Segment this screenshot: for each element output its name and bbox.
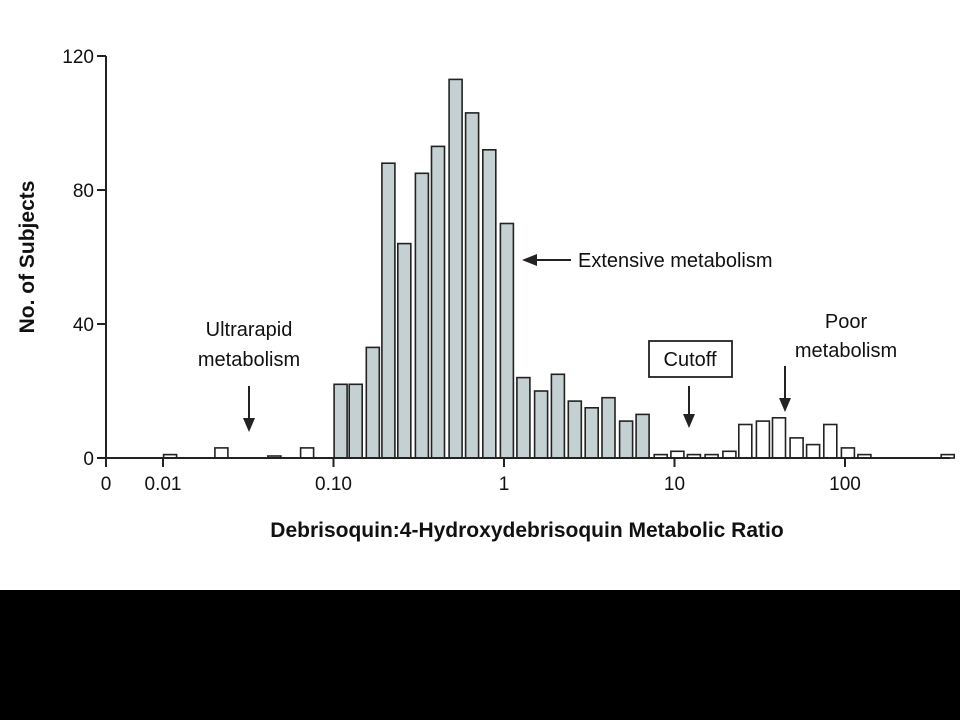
- histogram-bar: [365, 346, 381, 459]
- poor-arrow: [779, 366, 791, 412]
- x-axis-title: Debrisoquin:4-Hydroxydebrisoquin Metabol…: [270, 519, 783, 542]
- histogram-bar: [214, 447, 229, 459]
- x-tick-label: 10: [664, 474, 685, 495]
- histogram-bar: [381, 162, 396, 459]
- histogram-bar: [430, 145, 446, 459]
- cutoff-box: [648, 340, 733, 378]
- black-background-band: [0, 590, 960, 720]
- histogram-bar: [789, 437, 804, 459]
- poor-label-line1: Poor: [825, 311, 868, 333]
- histogram-bar: [670, 450, 685, 459]
- y-ticks-group: 0 40 80 120: [62, 47, 106, 470]
- histogram-bar: [499, 222, 515, 459]
- histogram-bar: [396, 242, 412, 459]
- histogram-bar: [533, 390, 549, 459]
- histogram-bar: [737, 423, 753, 459]
- extensive-label: Extensive metabolism: [578, 250, 773, 272]
- histogram-bar: [448, 78, 463, 459]
- histogram-bar: [601, 396, 616, 459]
- ultrarapid-label-line1: Ultrarapid: [206, 319, 293, 341]
- histogram-bar: [348, 383, 364, 459]
- y-axis-title: No. of Subjects: [16, 181, 39, 334]
- ultrarapid-arrow: [243, 386, 255, 432]
- histogram-bar: [635, 413, 650, 459]
- poor-label-line2: metabolism: [795, 340, 897, 362]
- histogram-bar: [755, 420, 771, 459]
- axes-group: [97, 56, 950, 459]
- histogram-bar: [618, 420, 634, 459]
- cutoff-label: Cutoff: [664, 349, 717, 371]
- histogram-bar: [805, 443, 821, 459]
- y-tick-label: 40: [73, 315, 94, 336]
- histogram-bar: [481, 149, 497, 459]
- histogram-bar: [771, 416, 787, 459]
- y-tick-label: 120: [62, 47, 94, 68]
- histogram-bar: [414, 172, 430, 459]
- histogram-bar: [840, 447, 856, 459]
- x-tick-label: 0.10: [315, 474, 352, 495]
- x-ticks-group: 0 0.01 0.10 1 10 100: [101, 458, 861, 495]
- histogram-bar: [722, 450, 737, 459]
- x-tick-label: 0.01: [145, 474, 182, 495]
- histogram-bar: [822, 423, 838, 459]
- cutoff-arrow: [683, 386, 695, 428]
- histogram-bar: [550, 373, 566, 459]
- y-tick-label: 80: [73, 181, 94, 202]
- x-tick-label: 1: [499, 474, 510, 495]
- histogram-bar: [584, 406, 600, 459]
- histogram-bar: [333, 383, 348, 459]
- histogram-bar: [464, 112, 480, 459]
- histogram-bar: [299, 447, 315, 459]
- histogram-chart: 0 40 80 120 0 0.01 0.10 1 10 100 Debrisoquin:4-H…: [16, 47, 956, 542]
- y-tick-label: 0: [83, 449, 94, 470]
- histogram-bar: [516, 376, 531, 459]
- bars-group: [162, 78, 956, 459]
- x-tick-label: 100: [829, 474, 861, 495]
- chart-figure: 0 40 80 120 0 0.01 0.10 1 10 100 Debrisoquin:4-H…: [0, 0, 960, 590]
- x-tick-label: 0: [101, 474, 112, 495]
- extensive-arrow: [522, 254, 571, 266]
- histogram-bar: [567, 400, 583, 459]
- ultrarapid-label-line2: metabolism: [198, 349, 300, 371]
